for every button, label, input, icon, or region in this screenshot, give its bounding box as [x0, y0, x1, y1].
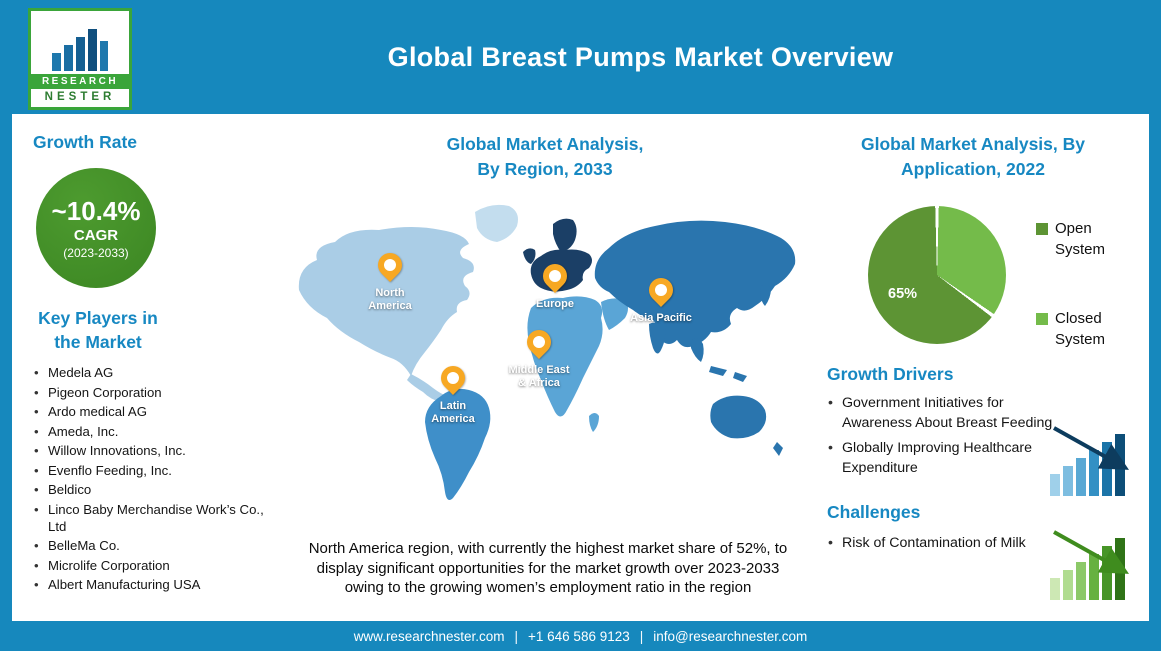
- cagr-value: ~10.4%: [51, 195, 141, 226]
- footer-website: www.researchnester.com: [353, 628, 505, 644]
- location-pin-icon: [436, 361, 470, 395]
- key-player-item: Ardo medical AG: [33, 403, 265, 420]
- key-player-item: Albert Manufacturing USA: [33, 576, 265, 593]
- pin-label-line: America: [368, 300, 412, 312]
- header-bar: Global Breast Pumps Market Overview RESE…: [0, 0, 1161, 114]
- region-heading-line2: By Region, 2033: [477, 159, 613, 179]
- pin-label-line: Latin: [439, 400, 467, 412]
- logo-nester-text: NESTER: [44, 91, 116, 103]
- page-title: Global Breast Pumps Market Overview: [387, 41, 894, 72]
- pin-label-line: America: [431, 413, 475, 425]
- challenge-item: Risk of Contamination of Milk: [827, 534, 1053, 554]
- map-pin-middle-east-africa: Middle East & Africa: [493, 325, 585, 390]
- map-pin-label: Middle East & Africa: [493, 364, 585, 390]
- key-player-item: Willow Innovations, Inc.: [33, 442, 265, 459]
- pin-label-line: Europe: [536, 298, 574, 310]
- cagr-label: CAGR: [73, 226, 119, 244]
- application-analysis-heading: Global Market Analysis, By Application, …: [828, 132, 1118, 182]
- key-player-item: Microlife Corporation: [33, 557, 265, 574]
- location-pin-icon: [538, 259, 572, 293]
- region-analysis-heading: Global Market Analysis, By Region, 2033: [330, 132, 760, 182]
- growth-drivers-heading: Growth Drivers: [827, 364, 954, 384]
- key-player-item: Ameda, Inc.: [33, 423, 265, 440]
- growth-drivers-list: Government Initiatives for Awareness Abo…: [827, 394, 1053, 484]
- pin-label-line: & Africa: [518, 377, 560, 389]
- key-player-item: Medela AG: [33, 364, 265, 381]
- legend-item-closed-system: Closed System: [1036, 308, 1119, 350]
- key-player-item: Linco Baby Merchandise Work’s Co., Ltd: [33, 501, 265, 535]
- challenges-list: Risk of Contamination of Milk: [827, 534, 1053, 554]
- trend-bar-chart-green-icon: [1050, 530, 1129, 600]
- logo-research-text: RESEARCH: [31, 74, 129, 89]
- legend-label: Open System: [1055, 220, 1106, 258]
- map-pin-europe: Europe: [509, 259, 601, 311]
- research-nester-logo: RESEARCH NESTER: [28, 8, 132, 110]
- pin-label-line: Middle East: [508, 364, 570, 376]
- growth-driver-item: Government Initiatives for Awareness Abo…: [827, 394, 1053, 433]
- trend-bar-chart-blue-icon: [1050, 426, 1129, 496]
- map-pin-label: Asia Pacific: [615, 312, 707, 325]
- pin-label-line: North: [375, 287, 405, 299]
- footer-bar: www.researchnester.com | +1 646 586 9123…: [0, 621, 1161, 651]
- legend-color-open-icon: [1036, 223, 1048, 235]
- map-pin-latin-america: Latin America: [407, 361, 499, 426]
- footer-separator: |: [639, 628, 644, 644]
- pie-legend: Open System Closed System: [1036, 218, 1119, 398]
- challenges-heading: Challenges: [827, 502, 921, 522]
- footer-email: info@researchnester.com: [653, 628, 808, 644]
- cagr-period: (2023-2033): [63, 245, 129, 260]
- application-heading-line1: Global Market Analysis, By: [860, 134, 1085, 154]
- key-player-item: Pigeon Corporation: [33, 384, 265, 401]
- location-pin-icon: [522, 325, 556, 359]
- key-players-heading-line2: the Market: [54, 332, 142, 352]
- key-player-item: Evenflo Feeding, Inc.: [33, 462, 265, 479]
- legend-color-closed-icon: [1036, 313, 1048, 325]
- growth-rate-heading: Growth Rate: [33, 132, 138, 152]
- footer-phone: +1 646 586 9123: [528, 628, 630, 644]
- application-heading-line2: Application, 2022: [901, 159, 1045, 179]
- world-map: North America Latin America Europe Middl…: [283, 190, 803, 535]
- logo-bars-icon: [52, 29, 108, 71]
- map-pin-north-america: North America: [344, 248, 436, 313]
- legend-label: Closed System: [1055, 310, 1106, 348]
- world-map-graphic: [298, 204, 796, 500]
- growth-driver-item: Globally Improving Healthcare Expenditur…: [827, 439, 1053, 478]
- map-pin-label: Latin America: [407, 400, 499, 426]
- right-border-stripe: [1149, 0, 1161, 651]
- left-border-stripe: [0, 0, 12, 651]
- pin-label-line: Asia Pacific: [630, 312, 692, 324]
- region-note: North America region, with currently the…: [308, 540, 788, 596]
- key-player-item: Beldico: [33, 481, 265, 498]
- pie-chart: 65%: [868, 206, 1006, 344]
- footer-separator: |: [514, 628, 519, 644]
- key-players-heading-line1: Key Players in: [38, 308, 158, 328]
- location-pin-icon: [644, 273, 678, 307]
- key-players-heading: Key Players in the Market: [10, 306, 186, 354]
- key-player-item: BelleMa Co.: [33, 537, 265, 554]
- key-players-list: Medela AG Pigeon Corporation Ardo medica…: [33, 364, 265, 596]
- pie-share-label: 65%: [888, 286, 918, 302]
- map-pin-label: Europe: [509, 298, 601, 311]
- location-pin-icon: [373, 248, 407, 282]
- map-pin-asia-pacific: Asia Pacific: [615, 273, 707, 325]
- region-heading-line1: Global Market Analysis,: [446, 134, 644, 154]
- map-pin-label: North America: [344, 287, 436, 313]
- legend-item-open-system: Open System: [1036, 218, 1119, 260]
- cagr-circle: ~10.4% CAGR (2023-2033): [36, 168, 156, 288]
